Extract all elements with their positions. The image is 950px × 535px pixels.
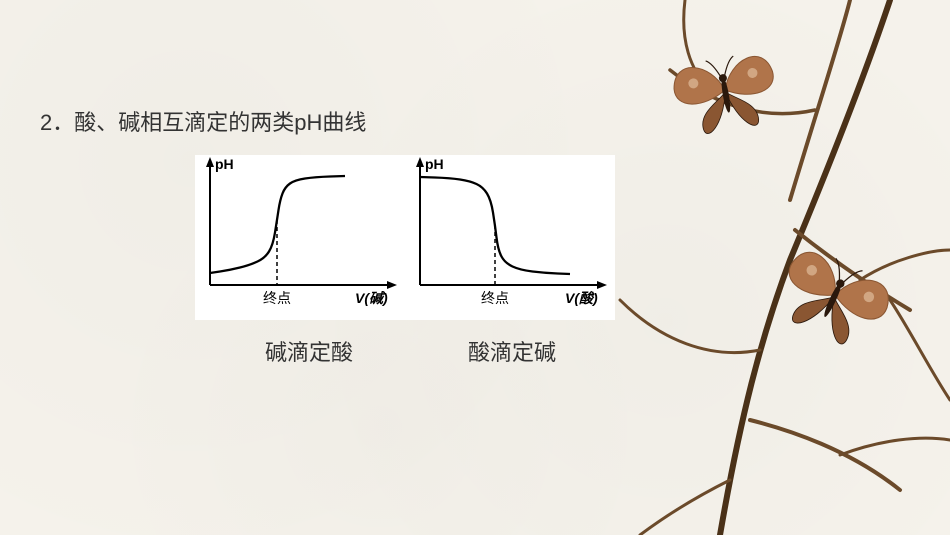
page-title: 2．酸、碱相互滴定的两类pH曲线 — [40, 105, 366, 137]
chart-right-caption: 酸滴定碱 — [468, 335, 556, 367]
chart-base-titrates-acid: pH 终点 V(碱) — [195, 155, 405, 320]
y-axis-arrow — [416, 157, 424, 167]
chart-left-svg: pH 终点 V(碱) — [195, 155, 405, 320]
y-axis-label: pH — [215, 156, 234, 172]
x-axis-arrow — [387, 281, 397, 289]
chart-right-svg: pH 终点 V(酸) — [405, 155, 615, 320]
endpoint-label: 终点 — [481, 290, 509, 306]
x-axis-arrow — [597, 281, 607, 289]
charts-row: pH 终点 V(碱) pH 终点 V(酸) — [195, 155, 615, 320]
y-axis-label: pH — [425, 156, 444, 172]
decorative-branches — [590, 0, 950, 535]
chart-left-caption: 碱滴定酸 — [265, 335, 353, 367]
y-axis-arrow — [206, 157, 214, 167]
endpoint-label: 终点 — [263, 290, 291, 306]
x-axis-label: V(酸) — [565, 290, 598, 306]
x-axis-label: V(碱) — [355, 290, 388, 306]
chart-acid-titrates-base: pH 终点 V(酸) — [405, 155, 615, 320]
